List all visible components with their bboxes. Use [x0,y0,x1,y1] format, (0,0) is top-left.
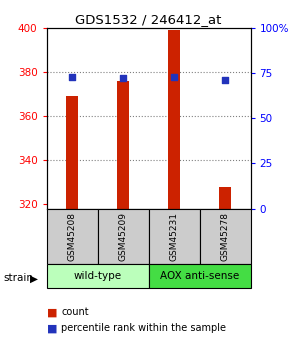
Point [172,74,176,79]
Bar [200,209,250,264]
Text: strain: strain [3,274,33,283]
Title: GDS1532 / 246412_at: GDS1532 / 246412_at [75,13,222,27]
Bar [148,209,200,264]
Text: GSM45209: GSM45209 [118,212,127,261]
Text: ■: ■ [46,307,57,317]
Point [70,74,74,79]
Bar [46,209,98,264]
Point [121,76,125,81]
Bar [148,264,250,288]
Text: GSM45208: GSM45208 [68,212,76,261]
Bar [117,81,129,209]
Text: GSM45231: GSM45231 [169,212,178,261]
Bar [98,209,148,264]
Bar [219,187,231,209]
Text: wild-type: wild-type [74,271,122,281]
Text: percentile rank within the sample: percentile rank within the sample [61,324,226,333]
Bar [46,264,148,288]
Text: ■: ■ [46,324,57,333]
Text: ▶: ▶ [30,274,38,283]
Text: AOX anti-sense: AOX anti-sense [160,271,239,281]
Point [223,77,227,83]
Text: GSM45278: GSM45278 [220,212,230,261]
Bar [66,96,78,209]
Text: count: count [61,307,89,317]
Bar [168,30,180,209]
